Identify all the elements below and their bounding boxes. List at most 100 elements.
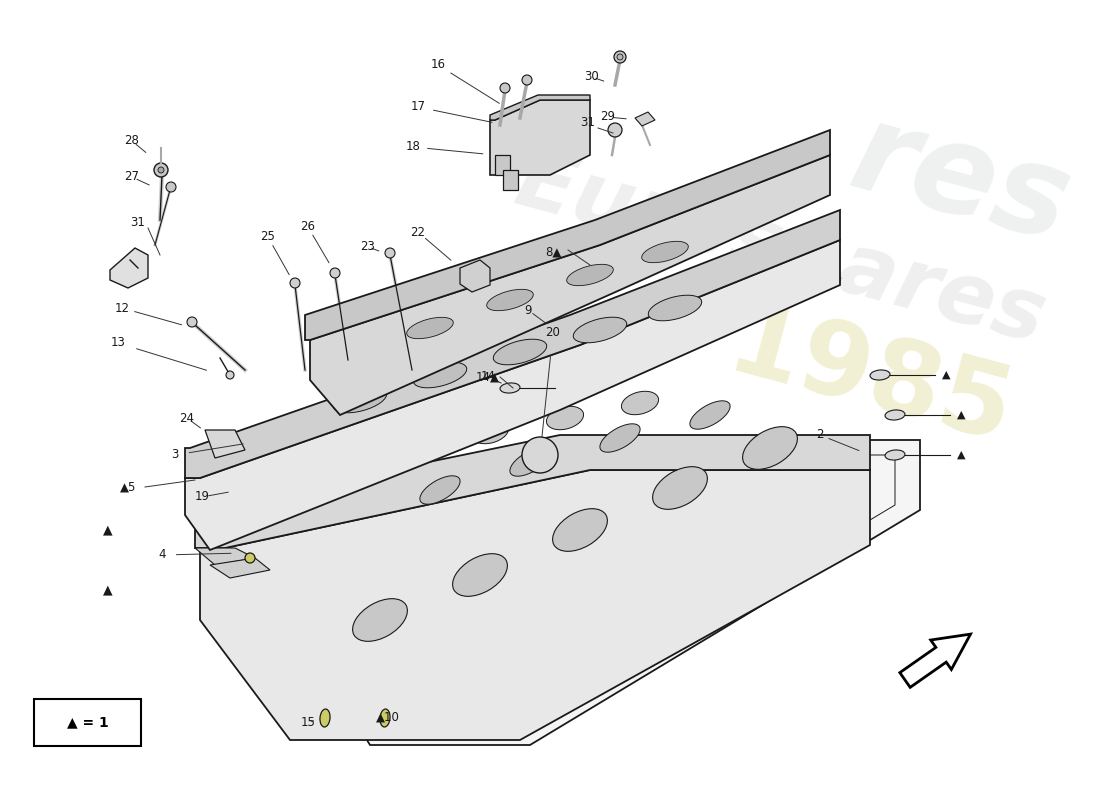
Ellipse shape — [500, 383, 520, 393]
Text: 31: 31 — [131, 215, 145, 229]
Circle shape — [154, 163, 168, 177]
Text: 28: 28 — [124, 134, 140, 147]
Polygon shape — [490, 95, 590, 120]
Ellipse shape — [621, 391, 659, 414]
Polygon shape — [495, 155, 510, 175]
Ellipse shape — [592, 631, 628, 659]
Ellipse shape — [886, 410, 905, 420]
Circle shape — [522, 75, 532, 85]
Polygon shape — [200, 470, 870, 740]
Ellipse shape — [333, 387, 387, 413]
Text: 26: 26 — [300, 221, 316, 234]
Ellipse shape — [886, 450, 905, 460]
Ellipse shape — [552, 509, 607, 551]
Text: ▲: ▲ — [957, 450, 966, 460]
Text: res: res — [838, 93, 1082, 267]
Text: 24: 24 — [179, 411, 195, 425]
Ellipse shape — [606, 576, 693, 644]
Text: 31: 31 — [581, 115, 595, 129]
Polygon shape — [195, 548, 255, 565]
Ellipse shape — [657, 546, 744, 614]
Ellipse shape — [648, 295, 702, 321]
Circle shape — [330, 268, 340, 278]
Text: ▲: ▲ — [942, 370, 950, 380]
Ellipse shape — [702, 579, 738, 607]
Circle shape — [608, 123, 622, 137]
Polygon shape — [185, 210, 840, 478]
Circle shape — [158, 167, 164, 173]
Text: 14: 14 — [481, 370, 495, 383]
Circle shape — [617, 54, 623, 60]
Text: 13: 13 — [111, 337, 125, 350]
Text: 16: 16 — [430, 58, 446, 71]
Ellipse shape — [870, 370, 890, 380]
Polygon shape — [330, 440, 920, 745]
Circle shape — [166, 182, 176, 192]
Polygon shape — [205, 430, 245, 458]
Text: 23: 23 — [361, 241, 375, 254]
Polygon shape — [195, 435, 870, 548]
Text: 15: 15 — [300, 715, 316, 729]
Ellipse shape — [472, 686, 508, 714]
Ellipse shape — [573, 318, 627, 342]
Text: ▲10: ▲10 — [376, 710, 400, 723]
Ellipse shape — [420, 476, 460, 504]
Text: ▲: ▲ — [103, 583, 113, 597]
Polygon shape — [310, 155, 830, 415]
Circle shape — [500, 83, 510, 93]
Text: ▲5: ▲5 — [120, 481, 136, 494]
Ellipse shape — [641, 242, 689, 262]
Ellipse shape — [379, 709, 390, 727]
Ellipse shape — [472, 420, 508, 444]
Polygon shape — [110, 248, 148, 288]
Text: 25: 25 — [261, 230, 275, 243]
Text: 14▲: 14▲ — [476, 370, 501, 383]
Ellipse shape — [353, 598, 407, 642]
Text: ▲ = 1: ▲ = 1 — [67, 715, 109, 730]
Ellipse shape — [600, 424, 640, 452]
Circle shape — [245, 553, 255, 563]
Circle shape — [522, 437, 558, 473]
Polygon shape — [350, 455, 895, 730]
Ellipse shape — [486, 636, 573, 704]
Polygon shape — [305, 130, 830, 340]
Ellipse shape — [414, 362, 466, 388]
Polygon shape — [185, 240, 840, 550]
Ellipse shape — [690, 401, 730, 429]
Text: 3: 3 — [172, 449, 178, 462]
Text: 2: 2 — [816, 429, 824, 442]
Circle shape — [187, 317, 197, 327]
Text: 20: 20 — [546, 326, 560, 339]
Circle shape — [385, 248, 395, 258]
Text: 17: 17 — [410, 101, 426, 114]
Ellipse shape — [742, 426, 797, 470]
Text: 29: 29 — [601, 110, 616, 123]
Circle shape — [290, 278, 300, 288]
Ellipse shape — [547, 406, 584, 430]
Text: 30: 30 — [584, 70, 600, 83]
Text: 9: 9 — [525, 303, 531, 317]
Ellipse shape — [392, 436, 429, 460]
Polygon shape — [210, 558, 270, 578]
Ellipse shape — [493, 339, 547, 365]
Ellipse shape — [510, 448, 550, 476]
Text: Eurospares: Eurospares — [506, 139, 1054, 361]
Text: 18: 18 — [406, 141, 420, 154]
Text: ▲: ▲ — [957, 410, 966, 420]
Ellipse shape — [566, 264, 614, 286]
Ellipse shape — [547, 602, 634, 669]
Text: a passion for excellence: a passion for excellence — [228, 554, 532, 746]
Text: ▲: ▲ — [103, 523, 113, 537]
Circle shape — [226, 371, 234, 379]
Polygon shape — [460, 260, 490, 292]
Ellipse shape — [822, 526, 858, 554]
Text: 8▲: 8▲ — [544, 246, 561, 258]
Ellipse shape — [486, 290, 534, 310]
Ellipse shape — [311, 454, 349, 477]
Text: 22: 22 — [410, 226, 426, 238]
Ellipse shape — [407, 318, 453, 338]
FancyBboxPatch shape — [34, 699, 141, 746]
Polygon shape — [900, 634, 970, 687]
Ellipse shape — [320, 709, 330, 727]
Ellipse shape — [767, 491, 854, 558]
